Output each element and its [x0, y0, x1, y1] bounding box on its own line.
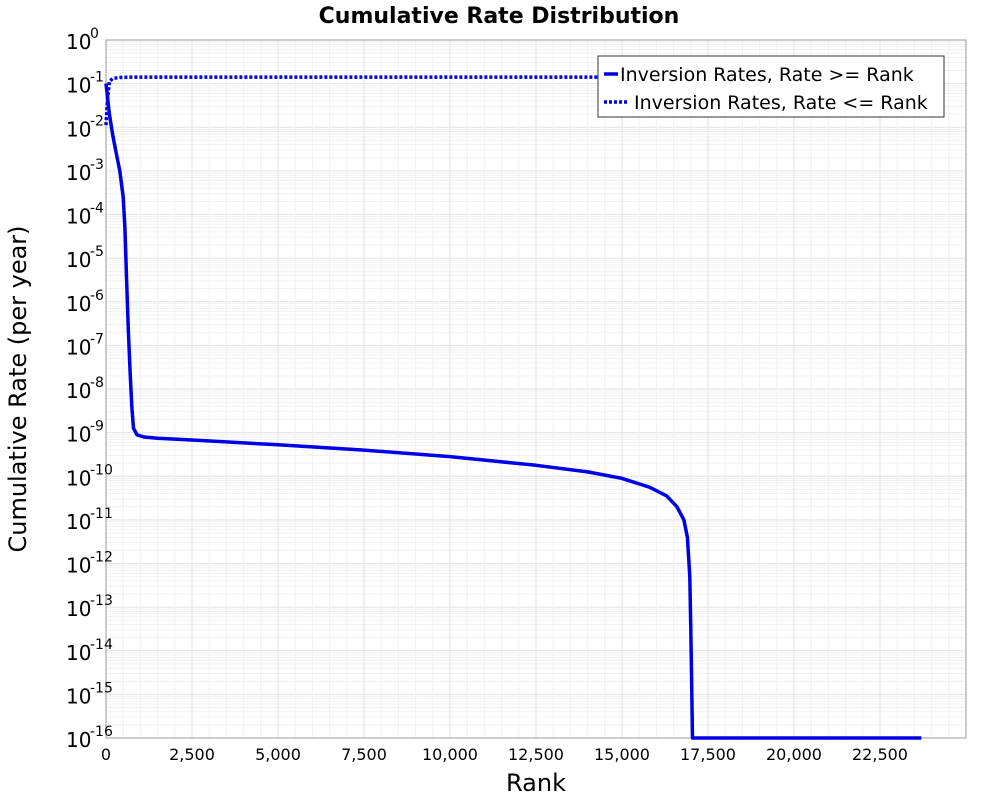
- y-tick-label-exponent: -7: [90, 331, 104, 347]
- y-tick-label-exponent: -4: [90, 201, 104, 217]
- plot-area-frame: [105, 39, 967, 739]
- y-tick-label-exponent: -1: [90, 70, 104, 86]
- legend-box: [597, 55, 945, 118]
- y-tick-label-exponent: -12: [90, 550, 113, 566]
- x-tick-label: 2,500: [169, 745, 215, 764]
- y-tick-label-exponent: -2: [90, 113, 104, 129]
- y-tick-label-exponent: -11: [90, 506, 113, 522]
- y-axis-ticks: 10010-110-210-310-410-510-610-710-810-91…: [66, 26, 113, 752]
- y-tick-label-base: 10: [66, 597, 91, 621]
- y-tick-label-exponent: -6: [90, 288, 104, 304]
- y-tick-label-base: 10: [66, 510, 91, 534]
- y-tick-label-exponent: 0: [90, 26, 99, 42]
- y-tick-label-exponent: -10: [90, 462, 113, 478]
- y-tick-label-exponent: -16: [90, 724, 113, 740]
- y-tick-label-base: 10: [66, 379, 91, 403]
- y-axis-label: Cumulative Rate (per year): [4, 225, 32, 552]
- series-line-rate-ge-rank: [104, 83, 922, 740]
- y-tick-label-base: 10: [66, 423, 91, 447]
- legend-label-rate-ge-rank: Inversion Rates, Rate >= Rank: [620, 64, 914, 86]
- x-tick-label: 7,500: [341, 745, 387, 764]
- series-layer: [104, 75, 922, 740]
- x-tick-label: 12,500: [508, 745, 564, 764]
- legend-label-rate-le-rank: Inversion Rates, Rate <= Rank: [634, 92, 928, 114]
- y-tick-label-base: 10: [66, 30, 91, 54]
- y-tick-label-base: 10: [66, 641, 91, 665]
- y-tick-label-exponent: -8: [90, 375, 104, 391]
- y-tick-label-exponent: -14: [90, 637, 113, 653]
- y-tick-label-base: 10: [66, 74, 91, 98]
- x-tick-label: 0: [101, 745, 111, 764]
- y-tick-label-base: 10: [66, 248, 91, 272]
- x-tick-label: 20,000: [766, 745, 822, 764]
- legend: Inversion Rates, Rate >= Rank Inversion …: [597, 55, 945, 118]
- y-tick-label-exponent: -15: [90, 680, 113, 696]
- x-tick-label: 15,000: [594, 745, 650, 764]
- y-tick-label-base: 10: [66, 335, 91, 359]
- x-tick-label: 10,000: [422, 745, 478, 764]
- y-tick-label-exponent: -3: [90, 157, 104, 173]
- y-tick-label-exponent: -5: [90, 244, 104, 260]
- x-tick-label: 5,000: [255, 745, 301, 764]
- y-tick-label-exponent: -13: [90, 593, 113, 609]
- y-tick-label-base: 10: [66, 466, 91, 490]
- y-tick-label-base: 10: [66, 205, 91, 229]
- y-tick-label-exponent: -9: [90, 419, 104, 435]
- y-tick-label-base: 10: [66, 684, 91, 708]
- y-tick-label-base: 10: [66, 292, 91, 316]
- x-tick-label: 22,500: [852, 745, 908, 764]
- chart-title: Cumulative Rate Distribution: [319, 4, 680, 29]
- x-axis-ticks: 0 2,500 5,000 7,500 10,000 12,500 15,000 17,500…: [101, 745, 908, 764]
- x-axis-label: Rank: [506, 769, 566, 797]
- y-tick-label-base: 10: [66, 554, 91, 578]
- grid: [105, 39, 967, 739]
- y-tick-label-base: 10: [66, 117, 91, 141]
- y-tick-label-base: 10: [66, 161, 91, 185]
- x-tick-label: 17,500: [680, 745, 736, 764]
- y-tick-label-base: 10: [66, 728, 91, 752]
